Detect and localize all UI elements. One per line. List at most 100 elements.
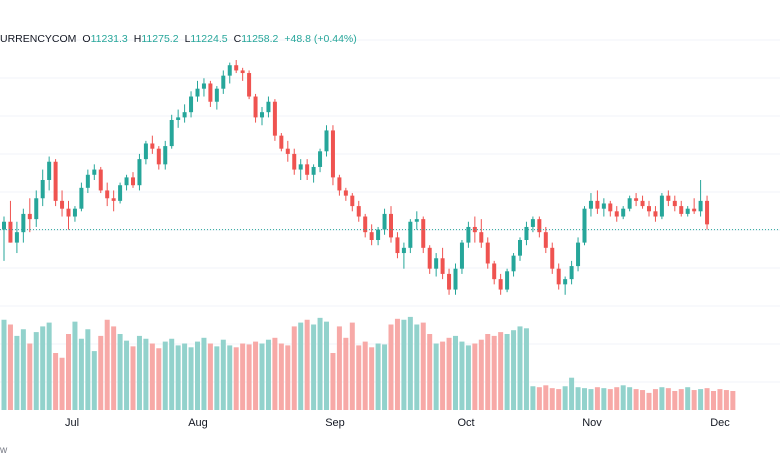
candle-body	[227, 65, 232, 76]
volume-bar	[201, 337, 207, 410]
candle-body	[60, 200, 65, 209]
candle-body	[214, 88, 219, 102]
volume-bar	[156, 348, 162, 410]
candle-body	[189, 96, 194, 113]
candle-body	[260, 112, 264, 118]
candle	[621, 206, 626, 220]
volume-bar	[394, 318, 400, 410]
volume-bar	[594, 387, 600, 410]
candle-body	[427, 247, 432, 269]
candle	[292, 148, 297, 175]
candle-body	[285, 148, 290, 154]
candle-body	[21, 213, 26, 233]
candle	[543, 226, 548, 254]
volume-bar	[78, 338, 84, 410]
candle	[285, 140, 290, 162]
volume-bar	[285, 345, 291, 410]
candle-body	[485, 242, 490, 264]
candle	[576, 237, 581, 272]
candle	[627, 195, 632, 212]
volume-bar	[195, 341, 200, 410]
candle-body	[272, 101, 277, 136]
candle	[21, 208, 26, 243]
candle-body	[150, 143, 155, 149]
volume-bar	[549, 388, 555, 410]
volume-bar	[472, 343, 478, 410]
candle	[53, 159, 58, 207]
candle	[343, 187, 348, 201]
candle	[247, 70, 252, 100]
candle-body	[40, 180, 45, 199]
candle-body	[234, 65, 239, 71]
volume-bar	[685, 387, 691, 410]
candle-body	[311, 166, 316, 175]
candle	[150, 135, 155, 154]
candle-body	[640, 200, 645, 207]
candle	[208, 80, 213, 107]
volume-bar	[362, 341, 368, 410]
volume-bar	[517, 326, 523, 410]
volume-bar	[478, 339, 484, 410]
volume-bar	[130, 346, 136, 410]
volume-bar	[149, 343, 155, 410]
candle	[485, 237, 490, 269]
volume-bar	[678, 389, 684, 410]
volume-bar	[711, 391, 716, 410]
volume-bar	[304, 319, 310, 410]
volume-bar	[278, 343, 284, 410]
candle-body	[685, 208, 690, 214]
candle	[363, 213, 368, 238]
candle	[647, 200, 651, 217]
candle	[163, 140, 168, 170]
candle	[85, 169, 90, 194]
candle	[66, 200, 71, 230]
candle	[459, 240, 464, 274]
candle	[137, 153, 142, 191]
volume-bar	[324, 321, 329, 410]
volume-bar	[220, 339, 226, 410]
candle	[79, 182, 84, 212]
candle-body	[401, 247, 406, 254]
candle	[311, 164, 316, 183]
candle-body	[118, 185, 123, 201]
candle-body	[79, 187, 84, 209]
candle-body	[318, 151, 323, 167]
candle	[530, 216, 535, 233]
volume-bar	[401, 319, 407, 410]
volume-bar	[485, 334, 491, 410]
candle	[692, 198, 697, 214]
volume-bar	[188, 347, 194, 410]
volume-bar	[143, 338, 149, 410]
volume-bar	[498, 332, 504, 410]
candle-body	[440, 258, 445, 274]
x-tick-label: Dec	[710, 417, 730, 429]
candle-body	[330, 130, 335, 178]
x-tick-label: Sep	[325, 417, 345, 429]
candle-body	[124, 177, 129, 186]
candle-body	[27, 213, 32, 220]
candle-body	[143, 143, 148, 160]
volume-bar	[291, 326, 297, 410]
candle-body	[279, 135, 284, 149]
volume-bar	[646, 392, 652, 410]
candle	[479, 219, 484, 248]
volume-bar	[356, 345, 362, 410]
candle-body	[105, 190, 110, 199]
candle	[550, 242, 555, 274]
volume-bar	[182, 343, 188, 410]
candle	[659, 193, 664, 220]
volume-bar	[136, 335, 142, 410]
volume-bar	[698, 389, 704, 410]
candle-body	[447, 273, 452, 290]
volume-bar	[588, 389, 594, 410]
volume-bar	[272, 337, 278, 410]
volume-bar	[523, 328, 529, 410]
candle	[298, 159, 303, 180]
candle	[382, 208, 387, 235]
candle-body	[137, 159, 142, 186]
volume-bar	[298, 322, 304, 410]
high-value: 11275.2	[141, 33, 179, 45]
candle-body	[337, 177, 342, 191]
